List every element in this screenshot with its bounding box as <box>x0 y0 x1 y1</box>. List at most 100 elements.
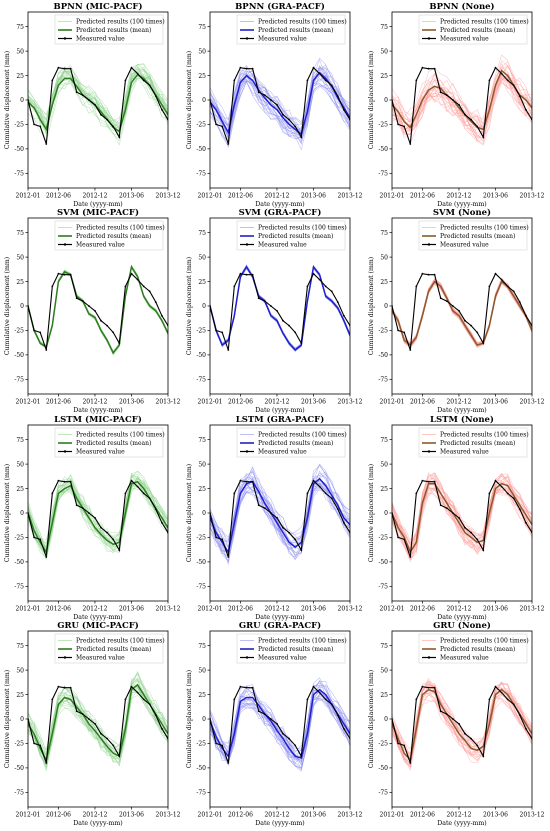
y-tick-label: -25 <box>14 741 24 748</box>
y-tick-label: 75 <box>380 24 388 31</box>
x-tick-label: 2013-06 <box>301 606 326 613</box>
measured-point <box>306 79 309 82</box>
mean-line <box>210 477 350 555</box>
measured-point <box>427 480 430 483</box>
legend: Predicted results (100 times)Predicted r… <box>236 633 347 664</box>
panel: BPNN (MIC-PACF) 75 50 25 0 -25 -50 -75 2012-01 20… <box>4 1 181 208</box>
measured-point <box>245 686 248 689</box>
x-axis-label: Date (yyyy-mm) <box>255 820 304 827</box>
measured-point <box>239 66 242 69</box>
legend-box <box>418 427 528 458</box>
mean-line <box>210 688 350 760</box>
measured-point <box>343 314 345 317</box>
measured-point <box>452 305 454 307</box>
y-tick-label: -75 <box>14 171 24 178</box>
measured-point <box>154 95 157 97</box>
measured-point <box>464 732 466 735</box>
measured-point <box>136 485 139 488</box>
x-axis-label: Date (yyyy-mm) <box>437 201 486 208</box>
ensemble-line <box>392 487 532 560</box>
legend-label-measured: Measured value <box>258 36 307 43</box>
measured-point <box>75 504 78 507</box>
measured-point <box>343 521 345 524</box>
measured-point <box>288 118 290 121</box>
ensemble-line <box>210 265 350 350</box>
legend-box <box>236 427 346 458</box>
measured-point <box>288 324 290 327</box>
y-tick-label: 75 <box>198 230 206 237</box>
measured-point <box>88 718 90 720</box>
measured-point <box>439 504 442 507</box>
y-tick-label: 50 <box>16 667 24 674</box>
legend: Predicted results (100 times)Predicted r… <box>418 427 529 458</box>
measured-point <box>276 104 278 106</box>
ensemble-line <box>28 678 168 751</box>
measured-point <box>343 108 345 111</box>
legend-marker <box>245 243 249 246</box>
y-tick-label: 0 <box>202 510 206 517</box>
measured-point <box>427 273 430 276</box>
mean-line <box>392 280 532 347</box>
x-tick-label: 2013-06 <box>483 606 508 613</box>
y-tick-label: -25 <box>378 535 388 542</box>
measured-point <box>118 755 121 758</box>
measured-point <box>81 507 84 509</box>
y-tick-label: -25 <box>196 328 206 335</box>
measured-point <box>63 273 66 276</box>
measured-point <box>148 290 151 293</box>
y-tick-label: 25 <box>198 279 206 286</box>
measured-point <box>136 72 139 75</box>
ensemble-line <box>210 264 350 350</box>
measured-point <box>282 732 284 735</box>
x-tick-label: 2013-06 <box>119 193 144 200</box>
y-tick-label: 25 <box>380 486 388 493</box>
x-tick-label: 2012-06 <box>46 606 71 613</box>
plot-area <box>392 472 532 563</box>
measured-point <box>221 538 224 541</box>
y-tick-label: 50 <box>198 461 206 468</box>
measured-point <box>251 273 254 276</box>
legend-box <box>54 633 164 664</box>
x-tick-label: 2012-12 <box>446 399 471 406</box>
legend-marker <box>63 243 67 246</box>
measured-point <box>233 285 236 288</box>
y-tick-label: 75 <box>16 437 24 444</box>
measured-point <box>525 727 527 730</box>
measured-point <box>397 742 399 745</box>
legend-marker <box>427 656 431 659</box>
y-tick-label: 25 <box>198 73 206 80</box>
legend: Predicted results (100 times)Predicted r… <box>418 14 529 45</box>
panel-title: LSTM (MIC-PACF) <box>54 414 142 425</box>
legend-label-ensemble: Predicted results (100 times) <box>440 225 529 232</box>
measured-point <box>33 742 35 745</box>
y-tick-label: 50 <box>16 461 24 468</box>
measured-point <box>130 66 133 69</box>
x-tick-label: 2013-06 <box>483 399 508 406</box>
measured-point <box>500 691 503 694</box>
measured-point <box>148 497 151 500</box>
plot-area <box>210 463 350 565</box>
x-tick-label: 2012-06 <box>228 399 253 406</box>
ensemble-line <box>210 265 350 351</box>
measured-point <box>227 349 230 351</box>
ensemble-line <box>210 265 350 350</box>
measured-point <box>458 517 460 519</box>
legend-label-measured: Measured value <box>440 242 489 249</box>
measured-point <box>257 91 260 94</box>
measured-point <box>51 698 54 701</box>
measured-point <box>221 331 224 334</box>
measured-point <box>433 273 436 276</box>
measured-point <box>318 691 321 694</box>
measured-point <box>69 67 72 70</box>
measured-point <box>124 79 127 82</box>
measured-point <box>148 84 151 87</box>
measured-point <box>300 342 303 345</box>
panel-title: BPNN (GRA-PACF) <box>235 1 325 12</box>
y-tick-label: 50 <box>380 461 388 468</box>
panel: BPNN (GRA-PACF) 75 50 25 0 -25 -50 -75 2012-01 20… <box>186 1 363 208</box>
plot-area <box>28 470 168 561</box>
x-tick-label: 2012-01 <box>16 606 41 613</box>
measured-point <box>482 136 485 139</box>
x-tick-label: 2013-12 <box>520 812 545 819</box>
x-tick-label: 2012-06 <box>228 193 253 200</box>
